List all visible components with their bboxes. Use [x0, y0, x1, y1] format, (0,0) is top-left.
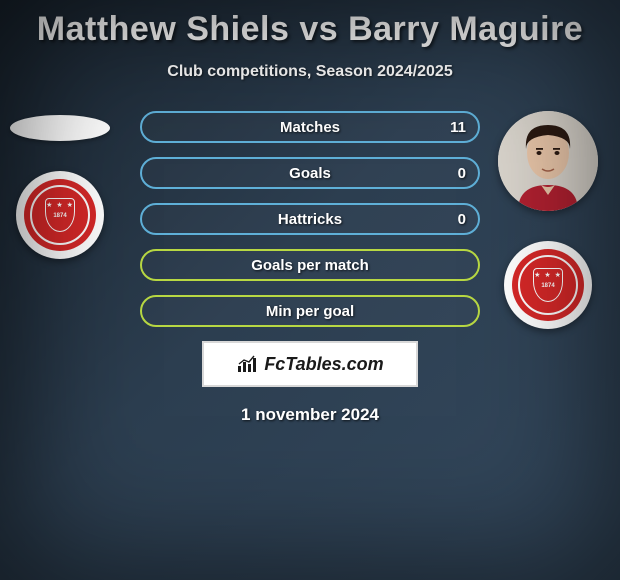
player1-club-crest: ★ ★ ★ 1874 [16, 171, 104, 259]
player2-avatar [498, 111, 598, 211]
stat-label: Min per goal [266, 303, 354, 320]
date-label: 1 november 2024 [0, 405, 620, 425]
crest-year: 1874 [541, 283, 554, 289]
stat-label: Hattricks [278, 211, 342, 228]
stat-rows: Matches 11 Goals 0 Hattricks 0 Goals per… [140, 111, 480, 327]
player-left-column: ★ ★ ★ 1874 [10, 111, 110, 259]
crest-stars-icon: ★ ★ ★ [534, 272, 562, 279]
stat-row-min-per-goal: Min per goal [140, 295, 480, 327]
player1-avatar [10, 115, 110, 141]
crest-stars-icon: ★ ★ ★ [46, 202, 74, 209]
stat-label: Goals [289, 165, 331, 182]
comparison-content: ★ ★ ★ 1874 [0, 111, 620, 425]
watermark-text: FcTables.com [264, 354, 383, 375]
stat-label: Goals per match [251, 257, 369, 274]
bars-icon [236, 354, 260, 374]
stat-value-player2: 0 [458, 211, 466, 228]
stat-row-goals: Goals 0 [140, 157, 480, 189]
stat-row-goals-per-match: Goals per match [140, 249, 480, 281]
stat-value-player2: 0 [458, 165, 466, 182]
player2-club-crest: ★ ★ ★ 1874 [504, 241, 592, 329]
subtitle: Club competitions, Season 2024/2025 [0, 63, 620, 81]
stat-row-matches: Matches 11 [140, 111, 480, 143]
crest-year: 1874 [53, 213, 66, 219]
stat-label: Matches [280, 119, 340, 136]
watermark: FcTables.com [202, 341, 418, 387]
player-right-column: ★ ★ ★ 1874 [498, 111, 598, 329]
stat-value-player2: 11 [450, 119, 466, 136]
page-title: Matthew Shiels vs Barry Maguire [0, 0, 620, 49]
stat-row-hattricks: Hattricks 0 [140, 203, 480, 235]
